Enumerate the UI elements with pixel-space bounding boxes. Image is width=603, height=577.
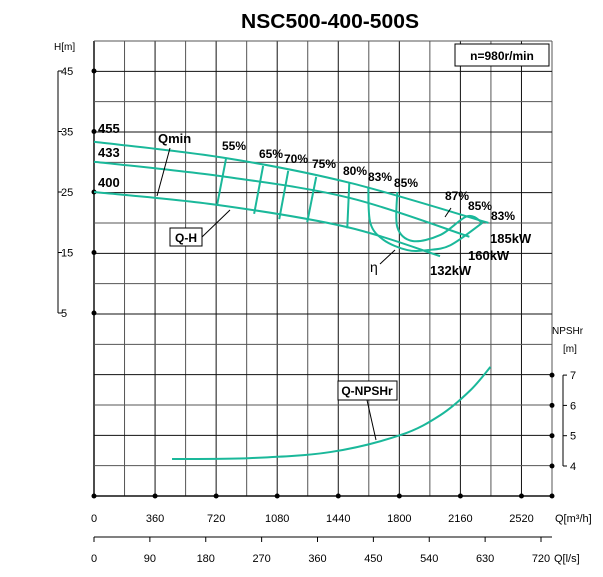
efficiency-label-right: 87% xyxy=(445,189,469,203)
qh-leader xyxy=(201,209,231,238)
x-axis-label: Q[m³/h] xyxy=(555,513,592,525)
npsh-tick-label: 5 xyxy=(570,431,576,443)
h-tick-dot xyxy=(91,250,97,255)
x2-tick-label: 540 xyxy=(420,553,438,565)
x2-tick-label: 720 xyxy=(532,553,550,565)
efficiency-label: 70% xyxy=(284,152,308,166)
x-tick-dot xyxy=(91,493,97,499)
x-tick-dot xyxy=(457,493,463,499)
head-curve-433 xyxy=(93,160,470,238)
efficiency-line xyxy=(395,191,483,243)
x2-tick-label: 180 xyxy=(197,553,215,565)
x-tick-dot xyxy=(518,493,524,499)
efficiency-line xyxy=(253,165,265,214)
efficiency-label: 83% xyxy=(368,170,392,184)
npsh-tick-label: 4 xyxy=(570,461,576,473)
h-axis-label: H[m] xyxy=(54,42,75,53)
h-tick-label: 5 xyxy=(61,308,67,320)
impeller-diameter-label: 433 xyxy=(98,145,120,160)
x2-tick-label: 0 xyxy=(91,553,97,565)
qmin-label: Qmin xyxy=(158,131,191,146)
grid xyxy=(93,40,553,497)
efficiency-label: 85% xyxy=(394,176,418,190)
npsh-tick-label: 6 xyxy=(570,400,576,412)
h-tick-label: 35 xyxy=(61,127,73,139)
npsh-axis-label: NPSHr xyxy=(552,326,584,337)
efficiency-line xyxy=(278,170,290,220)
h-tick-label: 45 xyxy=(61,66,73,78)
x-tick-dot xyxy=(213,493,219,499)
h-tick-dot xyxy=(91,129,97,134)
x-tick-label: 2520 xyxy=(509,513,533,525)
npsh-tick-label: 7 xyxy=(570,370,576,382)
speed-box xyxy=(454,43,550,67)
npsh-tick-dot xyxy=(549,463,555,469)
efficiency-label-right: 83% xyxy=(491,209,515,223)
x-tick-label: 1440 xyxy=(326,513,350,525)
x-tick-dot xyxy=(335,493,341,499)
x2-tick-label: 450 xyxy=(364,553,382,565)
qmin-leader xyxy=(156,147,171,197)
x2-axis-label: Q[l/s] xyxy=(554,553,580,565)
x2-tick-label: 270 xyxy=(252,553,270,565)
efficiency-line xyxy=(306,176,318,223)
h-tick-dot xyxy=(91,310,97,316)
efficiency-label: 55% xyxy=(222,139,246,153)
efficiency-label-right: 85% xyxy=(468,199,492,213)
curves xyxy=(93,140,492,461)
head-curve-455 xyxy=(93,140,489,224)
eta-label: η xyxy=(370,259,378,275)
head-curve-400 xyxy=(93,191,441,258)
h-tick-label: 15 xyxy=(61,248,73,260)
x-tick-label: 2160 xyxy=(448,513,472,525)
motor-power-label: 132kW xyxy=(430,263,472,278)
npsh-tick-dot xyxy=(549,402,555,408)
efficiency-line xyxy=(346,182,351,229)
x-tick-label: 1800 xyxy=(387,513,411,525)
x-tick-label: 720 xyxy=(207,513,225,525)
efficiency-label: 80% xyxy=(343,164,367,178)
qh-label: Q-H xyxy=(175,231,197,245)
x2-tick-label: 90 xyxy=(144,553,156,565)
x-tick-label: 360 xyxy=(146,513,164,525)
h-tick-dot xyxy=(91,68,97,74)
impeller-diameter-label: 455 xyxy=(98,121,120,136)
x2-tick-label: 630 xyxy=(476,553,494,565)
efficiency-label: 75% xyxy=(312,157,336,171)
efficiency-line xyxy=(216,157,228,205)
x-tick-dot xyxy=(396,493,402,499)
npsh-tick-dot xyxy=(549,433,555,439)
x-tick-label: 1080 xyxy=(265,513,289,525)
npsh-curve xyxy=(172,366,492,461)
motor-power-label: 160kW xyxy=(468,248,510,263)
eta-peak-leader xyxy=(444,207,452,218)
motor-power-label: 185kW xyxy=(490,231,532,246)
efficiency-label: 65% xyxy=(259,147,283,161)
npsh-curve-label: Q-NPSHr xyxy=(341,384,393,398)
speed-label: n=980r/min xyxy=(470,49,534,63)
eta-leader xyxy=(379,249,396,265)
impeller-diameter-label: 400 xyxy=(98,175,120,190)
x-tick-dot xyxy=(152,493,158,499)
x2-tick-label: 360 xyxy=(308,553,326,565)
npsh-leader xyxy=(366,399,377,441)
x-tick-dot xyxy=(549,493,555,499)
npsh-axis-unit: [m] xyxy=(563,344,577,355)
x-tick-dot xyxy=(274,493,280,499)
h-tick-label: 25 xyxy=(61,187,73,199)
npsh-tick-dot xyxy=(549,372,555,378)
efficiency-line xyxy=(367,187,484,253)
chart-title: NSC500-400-500S xyxy=(241,11,419,33)
x-tick-label: 0 xyxy=(91,513,97,525)
